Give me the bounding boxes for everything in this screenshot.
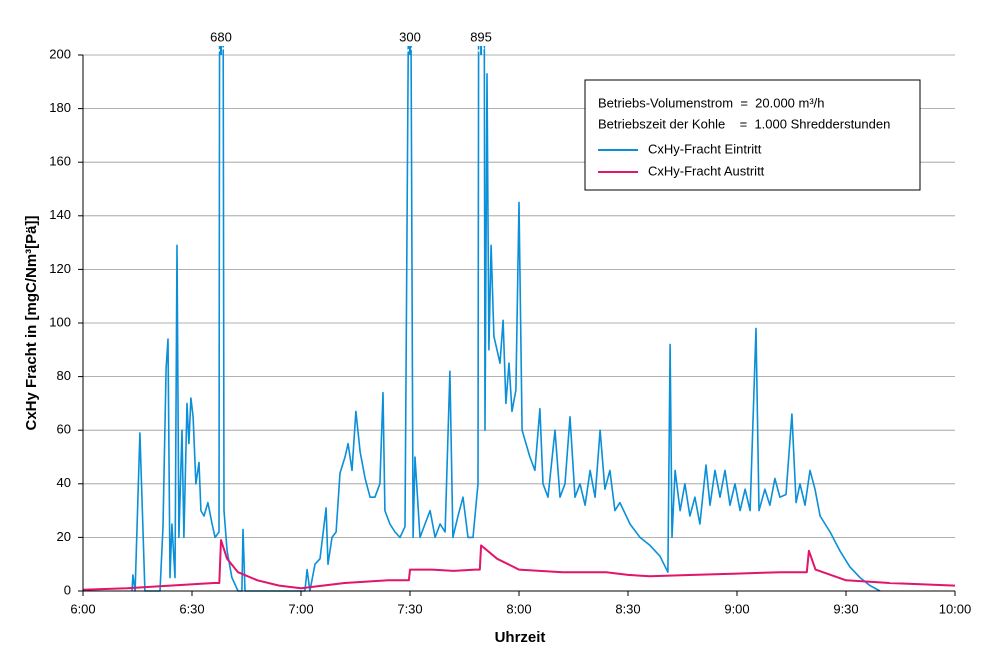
peak-label: 895: [470, 29, 492, 44]
x-tick-label: 9:00: [724, 601, 749, 616]
peak-label: 680: [210, 29, 232, 44]
legend-label: CxHy-Fracht Austritt: [648, 163, 765, 178]
y-tick-label: 160: [49, 154, 71, 169]
y-tick-label: 140: [49, 207, 71, 222]
y-tick-label: 100: [49, 314, 71, 329]
y-tick-label: 120: [49, 261, 71, 276]
x-tick-label: 6:00: [70, 601, 95, 616]
y-tick-label: 60: [57, 422, 71, 437]
y-axis-label: CxHy Fracht in [mgC/Nm³[Pä]]: [23, 215, 40, 430]
y-tick-label: 200: [49, 46, 71, 61]
series-line: [131, 46, 881, 592]
y-tick-label: 80: [57, 368, 71, 383]
peak-label: 300: [399, 29, 421, 44]
y-tick-label: 0: [64, 582, 71, 597]
note: Betriebszeit der Kohle = 1.000 Shredders…: [598, 116, 890, 131]
x-tick-label: 8:00: [506, 601, 531, 616]
x-tick-label: 10:00: [939, 601, 972, 616]
y-tick-label: 20: [57, 529, 71, 544]
y-tick-label: 40: [57, 475, 71, 490]
x-tick-label: 6:30: [179, 601, 204, 616]
legend-box: [584, 79, 921, 191]
x-axis-label: Uhrzeit: [495, 629, 546, 646]
x-tick-label: 7:30: [397, 601, 422, 616]
x-tick-label: 8:30: [615, 601, 640, 616]
y-tick-label: 180: [49, 100, 71, 115]
x-tick-label: 9:30: [833, 601, 858, 616]
series-line: [83, 539, 956, 591]
legend-label: CxHy-Fracht Eintritt: [648, 141, 762, 156]
note: Betriebs-Volumenstrom = 20.000 m³/h: [598, 95, 825, 110]
x-tick-label: 7:00: [288, 601, 313, 616]
